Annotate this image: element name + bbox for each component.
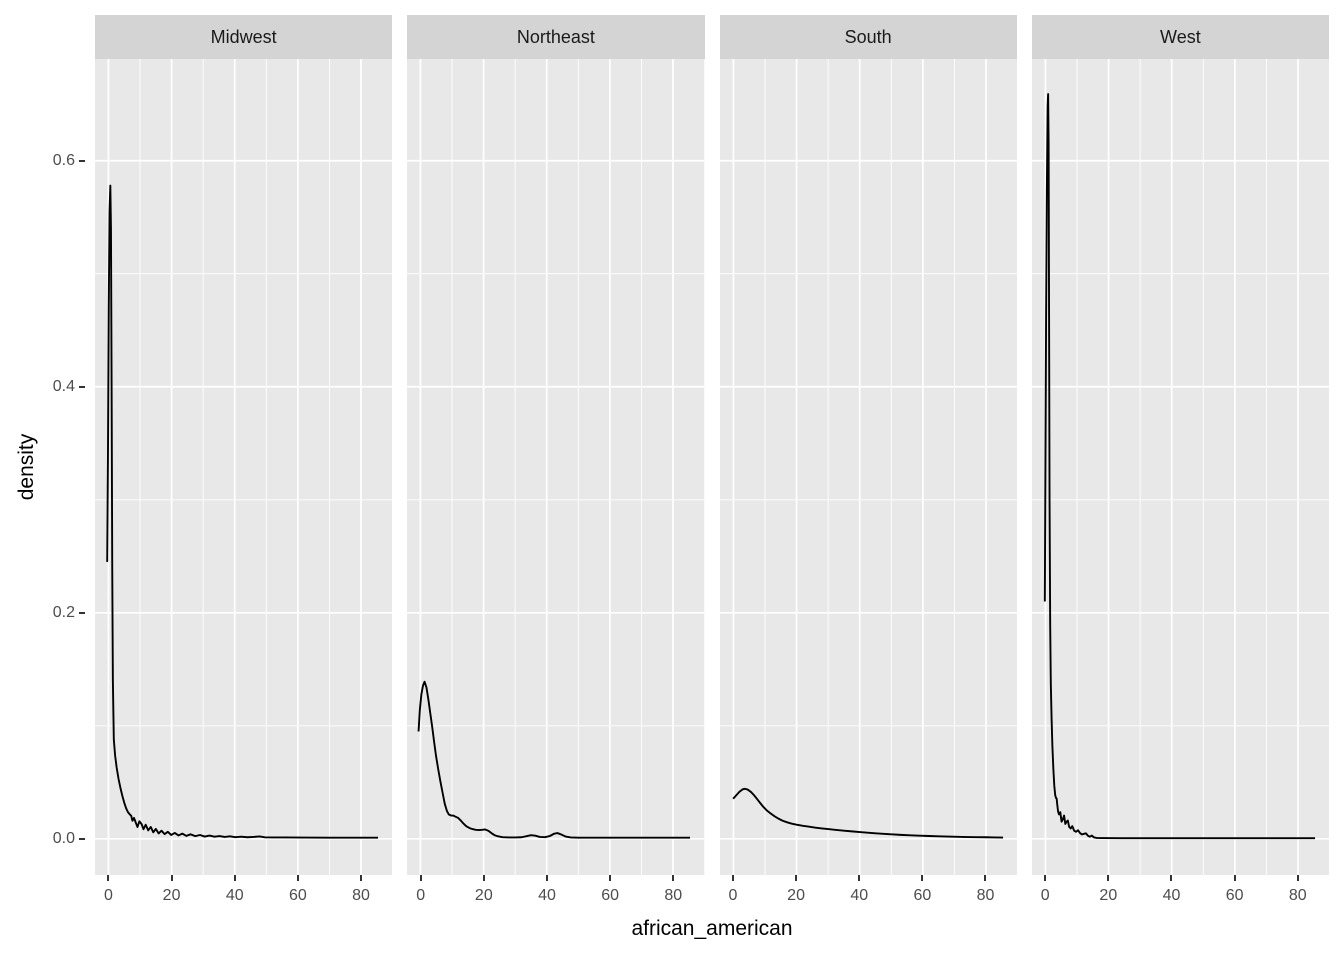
x-axis-title: african_american (631, 917, 793, 940)
x-tick-label: 0 (416, 887, 426, 904)
facet-strip-label: South (719, 15, 1017, 59)
facet-panel (719, 59, 1017, 875)
x-tick-label: 20 (162, 887, 181, 904)
facet-midwest: Midwest 0 20 40 60 80 (95, 15, 393, 925)
y-tick-label: 0.6 (52, 151, 75, 169)
x-tick-mark (1107, 875, 1110, 881)
facet-panel (95, 59, 393, 875)
y-tick-label: 0.4 (52, 377, 75, 395)
x-tick-label: 0 (103, 887, 113, 904)
x-tick-mark (107, 875, 110, 881)
facet-panel (1031, 59, 1329, 875)
x-tick-mark (419, 875, 422, 881)
facet-strip-label: Northeast (407, 15, 705, 59)
x-tick-mark (984, 875, 987, 881)
x-tick-label: 80 (352, 887, 370, 904)
x-tick-label: 20 (474, 887, 493, 904)
y-tick-label: 0.0 (52, 829, 75, 847)
facet-south: South 0 20 40 60 80 (719, 15, 1017, 925)
x-tick-label: 40 (538, 887, 556, 904)
x-tick-mark (482, 875, 485, 881)
x-tick-mark (795, 875, 798, 881)
density-curve (106, 184, 379, 839)
x-tick-label: 0 (728, 887, 738, 904)
x-tick-mark (609, 875, 612, 881)
facet-northeast: Northeast 0 20 40 60 80 (407, 15, 705, 925)
y-tick-label: 0.2 (52, 603, 75, 621)
x-tick-mark (545, 875, 548, 881)
y-tick-mark (79, 837, 85, 840)
x-tick-label: 40 (850, 887, 869, 904)
x-tick-label: 0 (1040, 887, 1050, 904)
x-tick-label: 40 (1162, 887, 1181, 904)
y-axis: 0.0 0.2 0.4 0.6 (0, 59, 95, 875)
x-tick-label: 60 (601, 887, 619, 904)
density-curve (417, 680, 691, 839)
x-tick-mark (858, 875, 861, 881)
x-tick-mark (1170, 875, 1173, 881)
x-tick-mark (672, 875, 675, 881)
x-tick-label: 40 (225, 887, 244, 904)
y-tick-mark (79, 611, 85, 614)
x-tick-mark (1296, 875, 1299, 881)
density-curve (1043, 93, 1315, 840)
x-tick-label: 80 (976, 887, 995, 904)
x-tick-label: 60 (1225, 887, 1244, 904)
x-tick-mark (233, 875, 236, 881)
y-tick-mark (79, 385, 85, 388)
x-tick-label: 80 (1288, 887, 1307, 904)
facet-strip-label: West (1031, 15, 1329, 59)
x-tick-mark (296, 875, 299, 881)
y-tick-mark (79, 159, 85, 162)
x-tick-label: 60 (288, 887, 307, 904)
x-tick-label: 60 (913, 887, 932, 904)
x-tick-label: 80 (664, 887, 683, 904)
facet-strip-label: Midwest (95, 15, 393, 59)
x-tick-label: 20 (1099, 887, 1118, 904)
density-curve (731, 787, 1003, 839)
x-tick-mark (1233, 875, 1236, 881)
x-tick-label: 20 (787, 887, 805, 904)
facet-west: West 0 20 40 60 80 (1031, 15, 1329, 925)
x-tick-mark (359, 875, 362, 881)
x-tick-mark (1044, 875, 1047, 881)
x-tick-mark (170, 875, 173, 881)
x-tick-mark (731, 875, 734, 881)
facet-panel (407, 59, 705, 875)
x-tick-mark (921, 875, 924, 881)
